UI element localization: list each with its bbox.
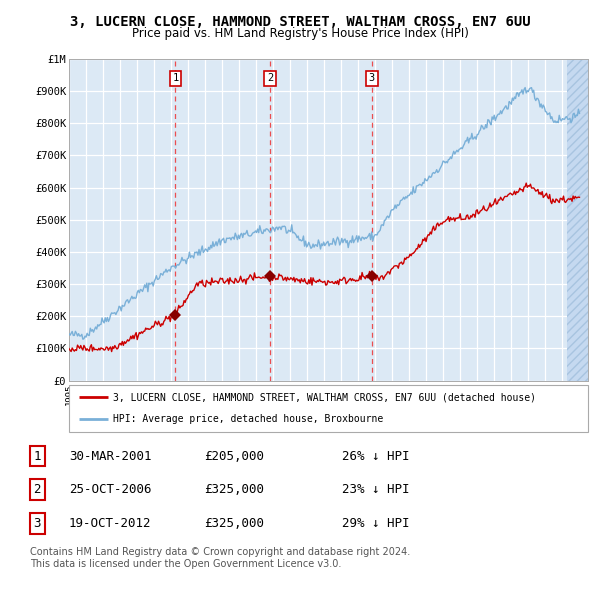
Text: 23% ↓ HPI: 23% ↓ HPI — [342, 483, 409, 496]
Text: £205,000: £205,000 — [204, 450, 264, 463]
Text: 25-OCT-2006: 25-OCT-2006 — [69, 483, 151, 496]
Text: 3, LUCERN CLOSE, HAMMOND STREET, WALTHAM CROSS, EN7 6UU (detached house): 3, LUCERN CLOSE, HAMMOND STREET, WALTHAM… — [113, 392, 536, 402]
Text: Contains HM Land Registry data © Crown copyright and database right 2024.
This d: Contains HM Land Registry data © Crown c… — [30, 547, 410, 569]
Text: 19-OCT-2012: 19-OCT-2012 — [69, 517, 151, 530]
Text: 2: 2 — [34, 483, 41, 496]
Text: HPI: Average price, detached house, Broxbourne: HPI: Average price, detached house, Brox… — [113, 414, 383, 424]
Text: 2: 2 — [267, 74, 273, 83]
Text: 30-MAR-2001: 30-MAR-2001 — [69, 450, 151, 463]
Text: £325,000: £325,000 — [204, 483, 264, 496]
Text: 3: 3 — [34, 517, 41, 530]
Text: Price paid vs. HM Land Registry's House Price Index (HPI): Price paid vs. HM Land Registry's House … — [131, 27, 469, 40]
Text: 1: 1 — [172, 74, 178, 83]
Text: 1: 1 — [34, 450, 41, 463]
Text: 29% ↓ HPI: 29% ↓ HPI — [342, 517, 409, 530]
Text: £325,000: £325,000 — [204, 517, 264, 530]
Text: 3: 3 — [369, 74, 375, 83]
Text: 3, LUCERN CLOSE, HAMMOND STREET, WALTHAM CROSS, EN7 6UU: 3, LUCERN CLOSE, HAMMOND STREET, WALTHAM… — [70, 15, 530, 29]
Bar — [567, 59, 588, 381]
Text: 26% ↓ HPI: 26% ↓ HPI — [342, 450, 409, 463]
